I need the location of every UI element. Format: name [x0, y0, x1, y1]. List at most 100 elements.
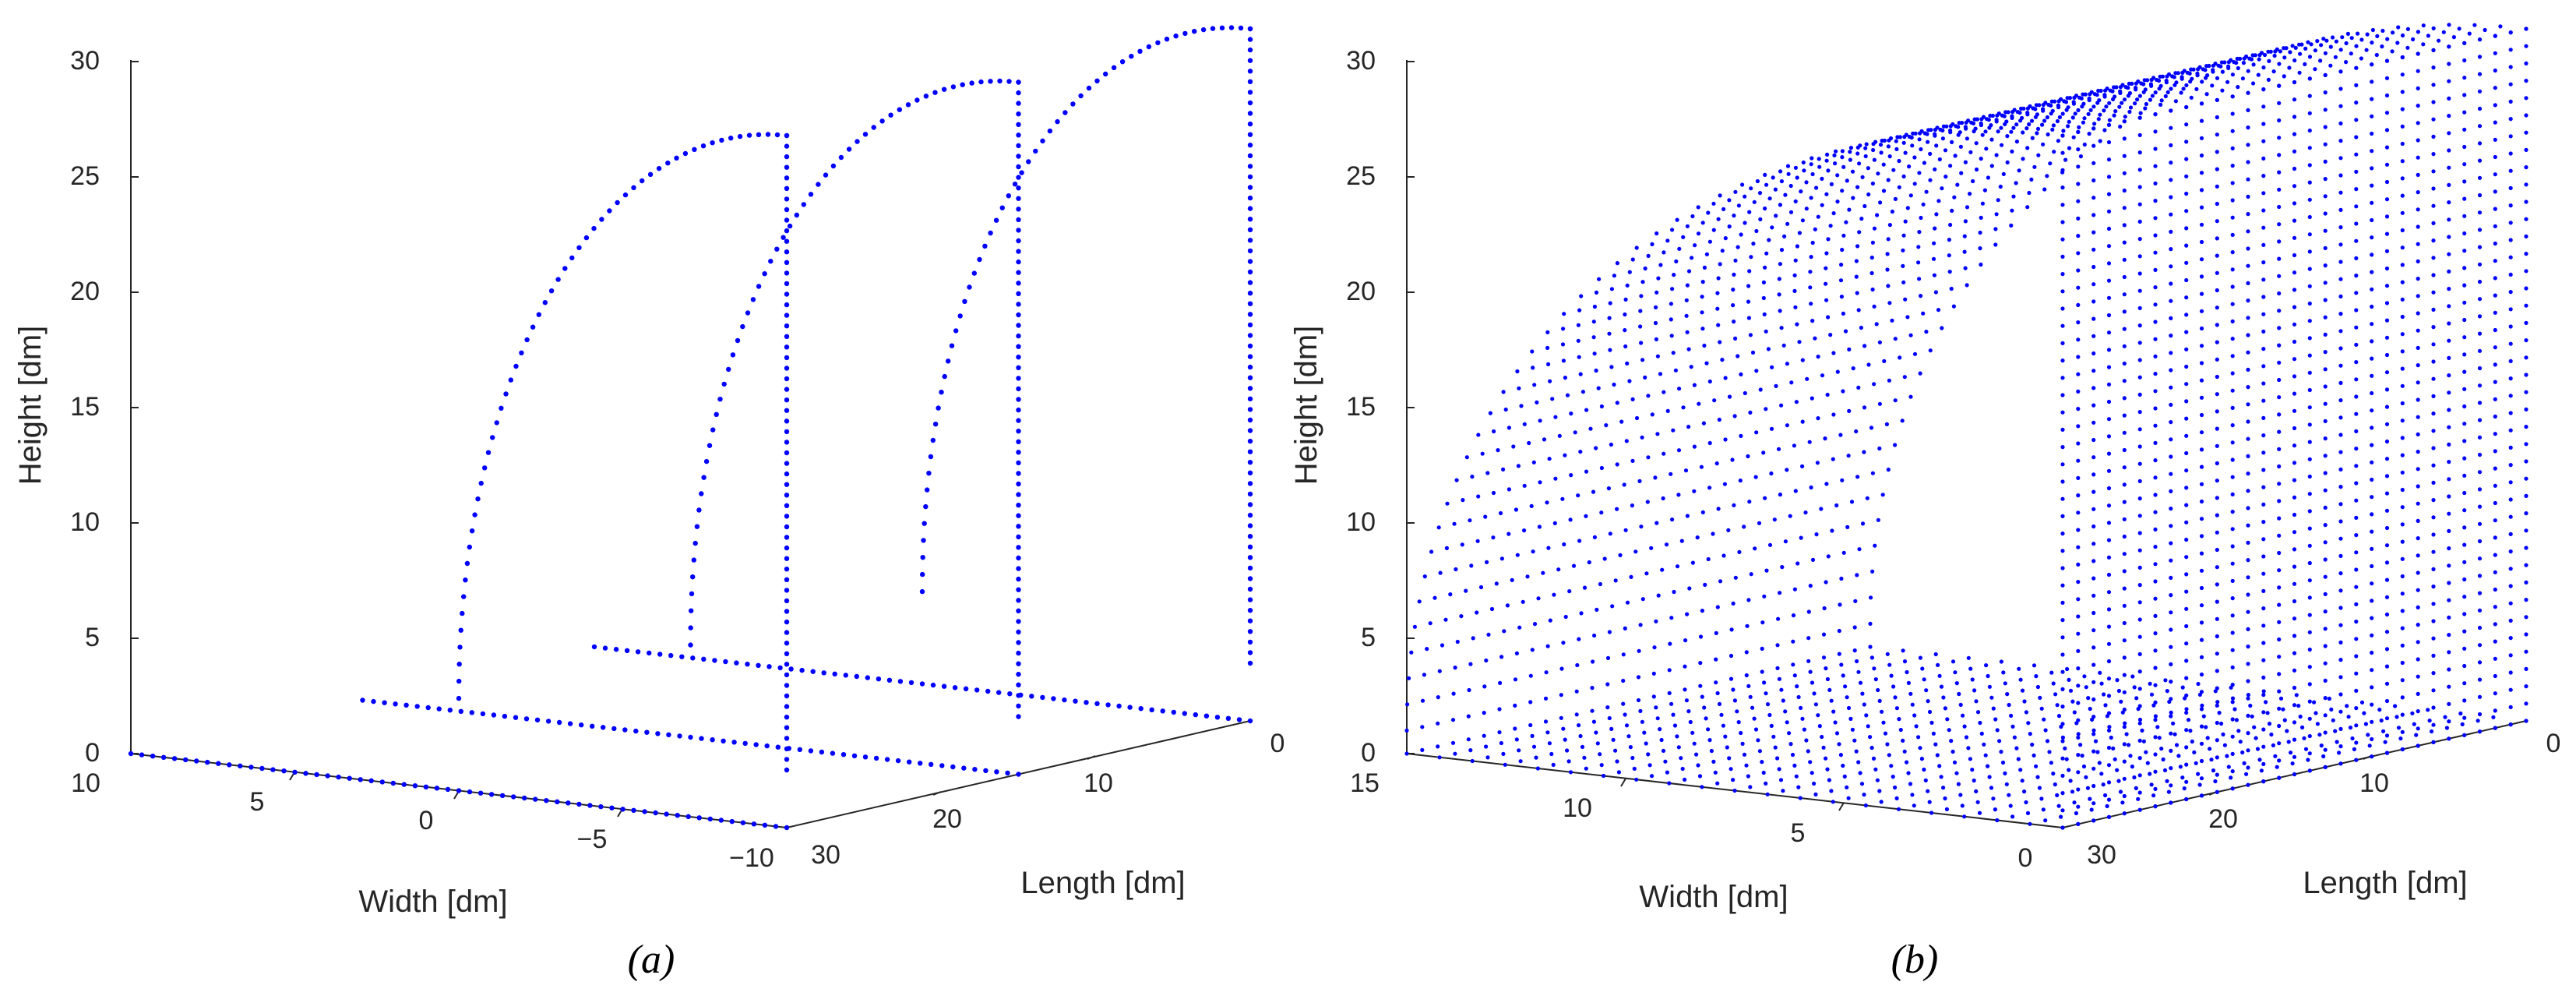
data-point — [2194, 87, 2199, 91]
data-point — [2169, 351, 2173, 355]
data-point — [2055, 793, 2060, 798]
data-point — [784, 429, 790, 435]
data-point — [2323, 678, 2328, 683]
data-point — [734, 660, 739, 666]
data-point — [2061, 129, 2066, 133]
data-point — [2400, 107, 2405, 111]
data-point — [2084, 775, 2088, 779]
data-point — [2215, 392, 2219, 397]
data-point — [1607, 630, 1612, 634]
data-point — [1848, 150, 1852, 154]
data-point — [2307, 336, 2312, 341]
data-point — [2091, 403, 2096, 408]
data-point — [2493, 708, 2497, 713]
data-point — [2246, 471, 2250, 476]
y-tick-label: 30 — [811, 840, 840, 870]
data-point — [1754, 369, 1759, 373]
data-point — [1947, 238, 1951, 242]
data-point — [2184, 641, 2189, 646]
data-point — [1016, 259, 1021, 265]
data-point — [1672, 723, 1678, 728]
data-point — [2230, 717, 2235, 722]
data-point — [1695, 535, 1700, 540]
data-point — [2070, 115, 2075, 120]
data-point — [2493, 276, 2497, 281]
data-point — [784, 260, 790, 265]
data-point — [1425, 647, 1429, 652]
data-point — [2060, 583, 2065, 588]
data-point — [1966, 655, 1971, 660]
data-point — [2091, 316, 2096, 321]
data-point — [2043, 818, 2048, 823]
data-point — [1007, 691, 1013, 697]
data-point — [1016, 545, 1021, 550]
data-point — [2060, 773, 2065, 779]
data-point — [2153, 440, 2158, 446]
data-point — [2060, 111, 2065, 116]
data-point — [1924, 688, 1929, 693]
data-point — [1957, 691, 1961, 697]
data-point — [2174, 743, 2180, 747]
data-point — [1573, 430, 1577, 435]
data-point — [2261, 295, 2266, 299]
data-point — [1763, 172, 1767, 177]
data-point — [2416, 345, 2420, 350]
data-point — [1978, 720, 1982, 726]
data-point — [2230, 354, 2235, 358]
data-point — [1683, 638, 1688, 643]
data-point — [2169, 420, 2173, 425]
data-point — [2230, 267, 2235, 272]
data-point — [1012, 182, 1018, 187]
data-point — [1016, 703, 1021, 709]
data-point — [1665, 770, 1669, 775]
data-point — [1727, 756, 1732, 761]
data-point — [2246, 316, 2250, 320]
data-point — [2106, 157, 2112, 162]
data-point — [2199, 395, 2204, 400]
data-point — [1824, 158, 1829, 163]
data-point — [2261, 208, 2266, 213]
data-point — [1016, 217, 1021, 223]
data-point — [1922, 677, 1926, 682]
data-point — [1975, 710, 1981, 715]
data-point — [1979, 117, 1984, 122]
data-point — [2215, 496, 2219, 500]
data-point — [1718, 262, 1722, 267]
data-point — [2261, 277, 2266, 282]
data-point — [2091, 576, 2096, 581]
data-point — [1873, 543, 1877, 548]
data-point — [1551, 762, 1556, 768]
data-point — [1945, 717, 1950, 722]
data-point — [2370, 390, 2374, 396]
data-point — [2400, 72, 2405, 77]
data-point — [1797, 231, 1802, 235]
data-point — [2222, 743, 2227, 747]
data-point — [2060, 652, 2065, 657]
data-point — [2354, 325, 2359, 330]
data-point — [2323, 350, 2328, 355]
data-point — [1552, 521, 1557, 526]
data-point — [2292, 97, 2297, 102]
data-point — [1868, 621, 1873, 627]
data-point — [2370, 408, 2374, 413]
data-point — [2493, 570, 2497, 574]
data-point — [2524, 147, 2528, 152]
data-point — [895, 758, 901, 764]
data-point — [2508, 549, 2513, 554]
data-point — [1863, 803, 1868, 808]
data-point — [784, 164, 790, 170]
data-point — [2076, 320, 2081, 325]
data-point — [1592, 304, 1597, 309]
data-point — [2005, 692, 2010, 697]
data-point — [2163, 678, 2168, 683]
data-point — [1736, 203, 1741, 208]
data-point — [2400, 574, 2405, 579]
data-point — [2384, 698, 2390, 704]
data-point — [1779, 248, 1785, 253]
data-point — [2230, 544, 2235, 549]
data-point — [1480, 451, 1485, 456]
data-point — [2196, 772, 2201, 776]
data-point — [1615, 507, 1619, 511]
data-point — [2169, 662, 2173, 667]
data-point — [1667, 668, 1672, 673]
